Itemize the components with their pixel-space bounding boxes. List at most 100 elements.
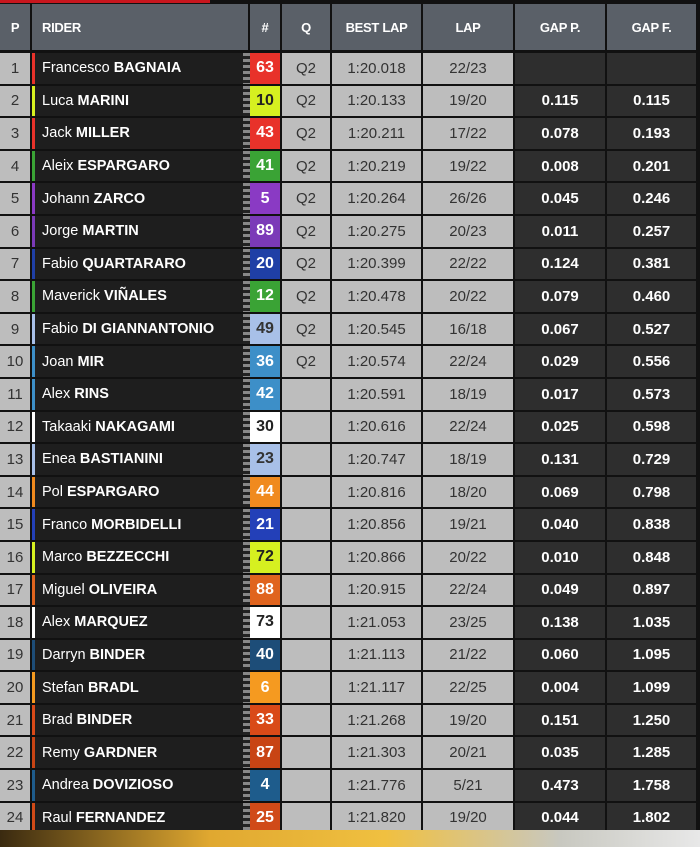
position: 2 <box>0 85 32 119</box>
checkered-flag-pattern <box>243 346 251 379</box>
team-color-stripe <box>32 313 35 345</box>
table-row[interactable]: 9 Fabio DI GIANNANTONIO 49 Q2 1:20.545 16/18 0… <box>0 313 699 347</box>
team-color-stripe <box>32 215 35 247</box>
table-row[interactable]: 16 Marco BEZZECCHI 72 1:20.866 20/22 0.010 0.8… <box>0 541 699 575</box>
table-row[interactable]: 20 Stefan BRADL 6 1:21.117 22/25 0.004 1.099 <box>0 672 699 705</box>
checkered-flag-pattern <box>243 281 251 314</box>
rider-number-badge: 23 <box>250 444 283 477</box>
gap-first: 0.201 <box>607 150 699 184</box>
table-row[interactable]: 5 Johann ZARCO 5 Q2 1:20.264 26/26 0.045 0.246 <box>0 183 699 216</box>
table-row[interactable]: 8 Maverick VIÑALES 12 Q2 1:20.478 20/22 0.079 0… <box>0 281 699 314</box>
position: 1 <box>0 53 32 86</box>
team-color-stripe <box>32 574 35 606</box>
gap-previous <box>515 53 608 86</box>
table-row[interactable]: 18 Alex MARQUEZ 73 1:21.053 23/25 0.138 1.035 <box>0 607 699 640</box>
qualifying-session <box>282 378 333 412</box>
qualifying-session: Q2 <box>282 118 333 151</box>
table-row[interactable]: 24 Raul FERNANDEZ 25 1:21.820 19/20 0.044 1.80… <box>0 802 699 836</box>
best-lap-time: 1:20.591 <box>332 378 424 412</box>
rider-first-name: Jorge <box>42 223 79 240</box>
table-row[interactable]: 11 Alex RINS 42 1:20.591 18/19 0.017 0.573 <box>0 378 699 412</box>
lap-count: 18/19 <box>423 444 516 477</box>
rider-last-name: QUARTARARO <box>82 255 186 272</box>
rider-name: Jorge MARTIN <box>32 215 243 249</box>
table-row[interactable]: 3 Jack MILLER 43 Q2 1:20.211 17/22 0.078 0.193 <box>0 118 699 151</box>
table-row[interactable]: 19 Darryn BINDER 40 1:21.113 21/22 0.060 1.095 <box>0 639 699 673</box>
rider-last-name: BEZZECCHI <box>86 549 170 566</box>
rider-name: Johann ZARCO <box>32 183 243 216</box>
col-header-lap[interactable]: LAP <box>423 4 516 53</box>
best-lap-time: 1:21.303 <box>332 737 424 771</box>
best-lap-time: 1:21.268 <box>332 704 424 738</box>
rider-last-name: BINDER <box>89 646 146 663</box>
rider-number-badge: 89 <box>250 215 283 249</box>
table-row[interactable]: 6 Jorge MARTIN 89 Q2 1:20.275 20/23 0.011 0.257 <box>0 215 699 249</box>
gap-previous: 0.045 <box>515 183 608 216</box>
team-color-stripe <box>32 607 35 638</box>
team-color-stripe <box>32 378 35 410</box>
team-color-stripe <box>32 639 35 671</box>
best-lap-time: 1:20.866 <box>332 541 424 575</box>
rider-name: Takaaki NAKAGAMI <box>32 411 243 445</box>
col-header-best-lap[interactable]: BEST LAP <box>332 4 424 53</box>
rider-name: Darryn BINDER <box>32 639 243 673</box>
gap-first: 0.729 <box>607 444 699 477</box>
table-row[interactable]: 15 Franco MORBIDELLI 21 1:20.856 19/21 0.040 0… <box>0 509 699 542</box>
rider-name: Maverick VIÑALES <box>32 281 243 314</box>
table-row[interactable]: 2 Luca MARINI 10 Q2 1:20.133 19/20 0.115 0.115 <box>0 85 699 119</box>
table-row[interactable]: 21 Brad BINDER 33 1:21.268 19/20 0.151 1.250 <box>0 704 699 738</box>
accent-bar <box>0 0 210 3</box>
best-lap-time: 1:20.211 <box>332 118 424 151</box>
table-row[interactable]: 1 Francesco BAGNAIA 63 Q2 1:20.018 22/23 <box>0 53 699 86</box>
rider-number-badge: 63 <box>250 53 283 86</box>
col-header-position[interactable]: P <box>0 4 32 53</box>
table-row[interactable]: 12 Takaaki NAKAGAMI 30 1:20.616 22/24 0.025 0.… <box>0 411 699 445</box>
rider-first-name: Fabio <box>42 321 79 338</box>
best-lap-time: 1:20.915 <box>332 574 424 608</box>
team-color-stripe <box>32 704 35 736</box>
table-row[interactable]: 14 Pol ESPARGARO 44 1:20.816 18/20 0.069 0.798 <box>0 476 699 510</box>
rider-last-name: ESPARGARO <box>67 484 160 501</box>
lap-count: 19/20 <box>423 802 516 836</box>
gap-first: 0.246 <box>607 183 699 216</box>
col-header-q[interactable]: Q <box>282 4 333 53</box>
position: 10 <box>0 346 32 379</box>
team-color-stripe <box>32 672 35 703</box>
table-row[interactable]: 13 Enea BASTIANINI 23 1:20.747 18/19 0.131 0.7… <box>0 444 699 477</box>
position: 22 <box>0 737 32 771</box>
rider-number-badge: 88 <box>250 574 283 608</box>
rider-first-name: Miguel <box>42 581 85 598</box>
background-image <box>0 830 700 847</box>
table-row[interactable]: 10 Joan MIR 36 Q2 1:20.574 22/24 0.029 0.556 <box>0 346 699 379</box>
team-color-stripe <box>32 118 35 149</box>
col-header-rider[interactable]: RIDER <box>32 4 251 53</box>
rider-last-name: MILLER <box>75 125 130 142</box>
rider-last-name: OLIVEIRA <box>88 581 158 598</box>
lap-count: 18/20 <box>423 476 516 510</box>
table-row[interactable]: 23 Andrea DOVIZIOSO 4 1:21.776 5/21 0.473 1.75… <box>0 770 699 803</box>
table-row[interactable]: 17 Miguel OLIVEIRA 88 1:20.915 22/24 0.049 0.8… <box>0 574 699 608</box>
position: 11 <box>0 378 32 412</box>
best-lap-time: 1:21.053 <box>332 607 424 640</box>
rider-number-badge: 44 <box>250 476 283 510</box>
gap-first: 1.758 <box>607 770 699 803</box>
lap-count: 22/24 <box>423 574 516 608</box>
table-row[interactable]: 7 Fabio QUARTARARO 20 Q2 1:20.399 22/22 0.124 0… <box>0 248 699 282</box>
col-header-number[interactable]: # <box>250 4 283 53</box>
qualifying-session <box>282 802 333 836</box>
checkered-flag-pattern <box>243 248 251 282</box>
lap-count: 19/21 <box>423 509 516 542</box>
gap-first: 1.250 <box>607 704 699 738</box>
rider-first-name: Brad <box>42 712 73 729</box>
position: 15 <box>0 509 32 542</box>
qualifying-session <box>282 672 333 705</box>
position: 13 <box>0 444 32 477</box>
col-header-gap-prev[interactable]: GAP P. <box>515 4 608 53</box>
rider-first-name: Aleix <box>42 158 74 175</box>
col-header-gap-first[interactable]: GAP F. <box>607 4 699 53</box>
table-row[interactable]: 22 Remy GARDNER 87 1:21.303 20/21 0.035 1.285 <box>0 737 699 771</box>
lap-count: 22/25 <box>423 672 516 705</box>
table-row[interactable]: 4 Aleix ESPARGARO 41 Q2 1:20.219 19/22 0.008 0.… <box>0 150 699 184</box>
rider-first-name: Andrea <box>42 777 89 794</box>
gap-previous: 0.138 <box>515 607 608 640</box>
